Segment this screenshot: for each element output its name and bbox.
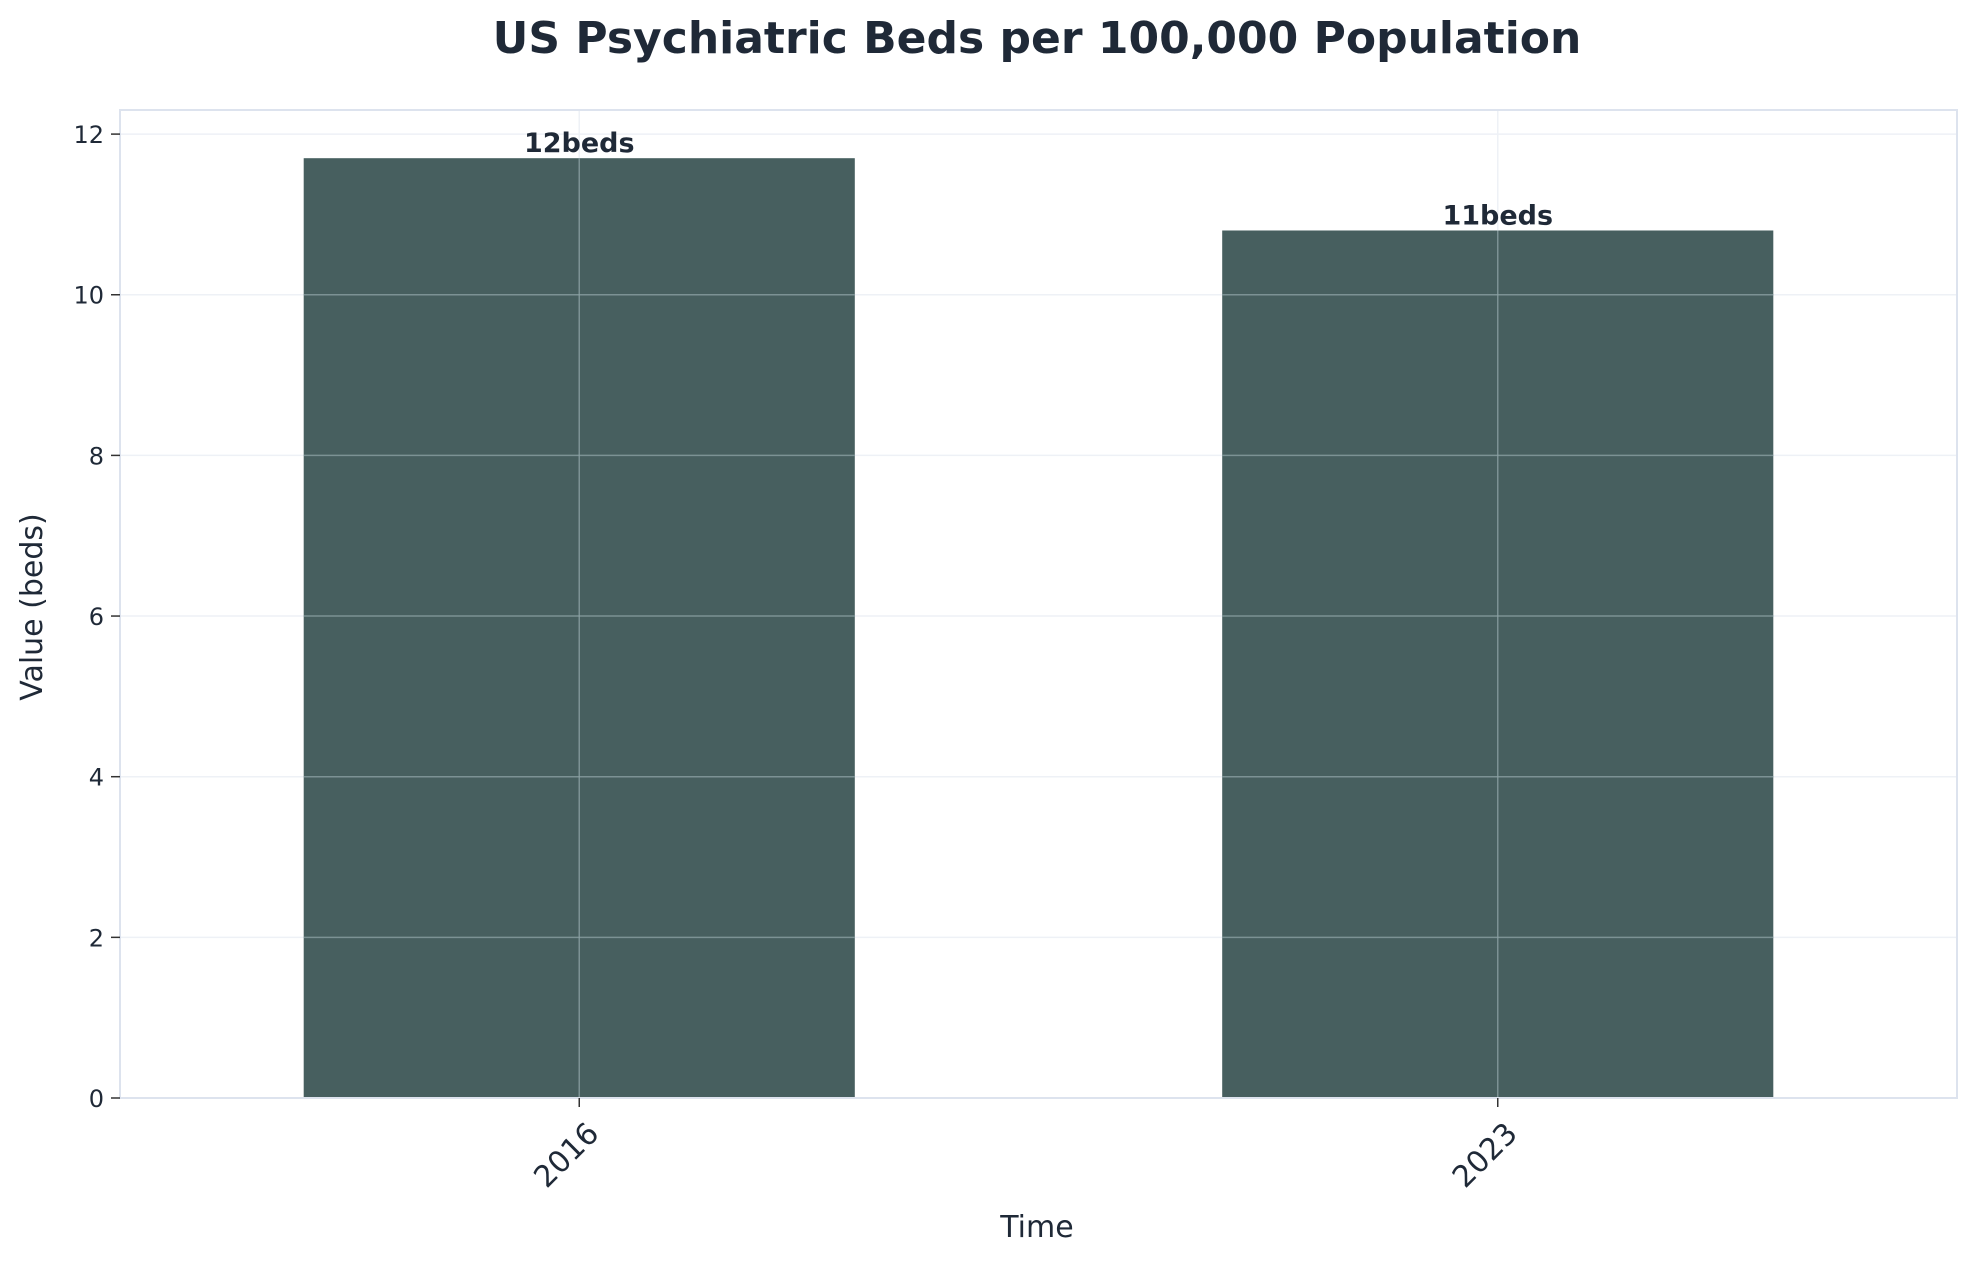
bars [303, 158, 1774, 1099]
y-tick-label: 4 [89, 764, 104, 792]
plot-frame [119, 109, 1958, 1099]
x-axis-title: Time [999, 1210, 1073, 1245]
y-tick-label: 6 [89, 603, 104, 631]
chart-title: US Psychiatric Beds per 100,000 Populati… [493, 13, 1582, 64]
data-label-2016: 12beds [524, 128, 635, 159]
y-axis: 0 2 4 6 8 10 12 [73, 121, 120, 1113]
data-labels: 12beds 11beds [524, 128, 1553, 231]
y-tick-label: 10 [73, 282, 104, 310]
x-tick-label: 2023 [1446, 1116, 1525, 1195]
y-tick-label: 0 [89, 1085, 104, 1113]
y-tick-label: 2 [89, 924, 104, 952]
y-tick-label: 8 [89, 442, 104, 470]
grid-overlay [303, 158, 1774, 1098]
data-label-2023: 11beds [1442, 200, 1553, 231]
x-tick-label: 2016 [527, 1116, 606, 1195]
x-axis: 2016 2023 [527, 1098, 1525, 1195]
y-axis-title: Value (beds) [15, 513, 50, 701]
y-tick-label: 12 [73, 121, 104, 149]
